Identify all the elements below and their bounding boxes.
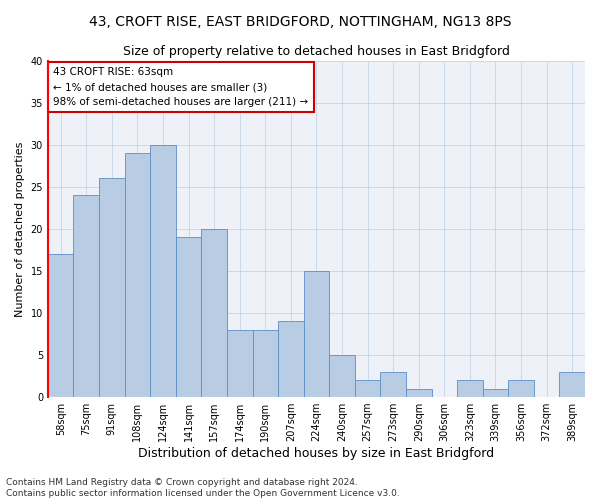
Bar <box>73 195 99 397</box>
Bar <box>227 330 253 397</box>
Bar <box>329 355 355 397</box>
Bar <box>406 388 431 397</box>
Title: Size of property relative to detached houses in East Bridgford: Size of property relative to detached ho… <box>123 45 510 58</box>
X-axis label: Distribution of detached houses by size in East Bridgford: Distribution of detached houses by size … <box>139 447 494 460</box>
Text: 43 CROFT RISE: 63sqm
← 1% of detached houses are smaller (3)
98% of semi-detache: 43 CROFT RISE: 63sqm ← 1% of detached ho… <box>53 68 308 107</box>
Bar <box>457 380 482 397</box>
Bar <box>380 372 406 397</box>
Bar <box>150 144 176 397</box>
Bar <box>48 254 73 397</box>
Bar <box>253 330 278 397</box>
Bar <box>508 380 534 397</box>
Bar <box>125 153 150 397</box>
Text: Contains HM Land Registry data © Crown copyright and database right 2024.
Contai: Contains HM Land Registry data © Crown c… <box>6 478 400 498</box>
Text: 43, CROFT RISE, EAST BRIDGFORD, NOTTINGHAM, NG13 8PS: 43, CROFT RISE, EAST BRIDGFORD, NOTTINGH… <box>89 15 511 29</box>
Bar <box>278 322 304 397</box>
Bar <box>176 237 202 397</box>
Bar <box>202 229 227 397</box>
Y-axis label: Number of detached properties: Number of detached properties <box>15 141 25 316</box>
Bar <box>355 380 380 397</box>
Bar <box>304 271 329 397</box>
Bar <box>559 372 585 397</box>
Bar <box>482 388 508 397</box>
Bar <box>99 178 125 397</box>
